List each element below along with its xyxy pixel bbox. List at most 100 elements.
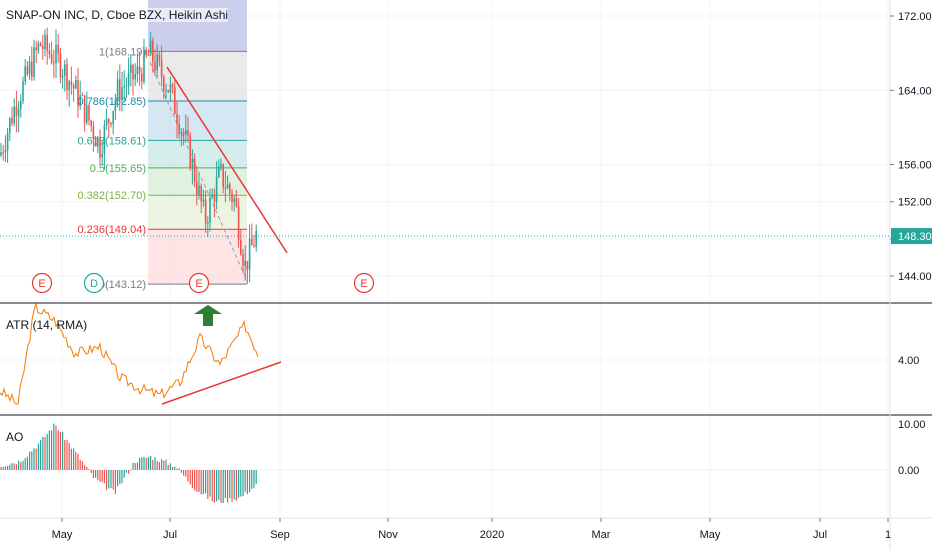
- candle-body: [15, 106, 18, 117]
- candle-body: [158, 54, 161, 61]
- ao-bar: [132, 462, 134, 470]
- ao-bar: [114, 470, 116, 495]
- candle-body: [209, 197, 211, 223]
- candle-body: [200, 185, 202, 202]
- fibonacci-retracement[interactable]: 1(168.19) 0.786(162.85) 0.618(158.61) 0.5(1…: [78, 0, 248, 291]
- candle-body: [222, 164, 224, 188]
- ao-bar: [213, 470, 215, 503]
- candle-body: [246, 261, 249, 270]
- candle-body: [33, 47, 35, 77]
- candle-body: [226, 184, 229, 189]
- fib-band: [148, 195, 247, 230]
- ao-bar: [70, 448, 72, 470]
- candle-body: [141, 73, 143, 82]
- candle-body: [31, 61, 33, 77]
- candle-body: [169, 84, 172, 92]
- candle-body: [90, 120, 92, 126]
- ao-bar: [218, 470, 220, 500]
- ao-bar: [77, 454, 79, 470]
- ao-bar: [11, 463, 13, 470]
- ao-bar: [194, 470, 196, 491]
- ao-bar: [169, 463, 171, 470]
- ao-bar: [88, 469, 90, 471]
- ao-bar: [163, 460, 165, 470]
- fib-level-label: 0.5(155.65): [90, 163, 146, 175]
- candle-body: [121, 86, 123, 101]
- candle-body: [48, 50, 51, 55]
- ao-bar: [211, 470, 213, 502]
- ao-bar: [33, 448, 35, 470]
- ao-bar: [22, 460, 24, 470]
- ao-bar: [253, 470, 255, 488]
- price-tick-label: 172.00: [898, 11, 932, 23]
- atr-label: ATR (14, RMA): [6, 318, 88, 332]
- candle-body: [112, 110, 114, 125]
- ao-bar: [242, 470, 244, 497]
- candle-body: [86, 105, 88, 123]
- candle-body: [28, 61, 31, 74]
- candle-body: [50, 54, 53, 63]
- candle-body: [134, 74, 136, 80]
- ao-bar: [53, 423, 55, 470]
- atr-tick-label: 4.00: [898, 355, 919, 367]
- ao-pane[interactable]: [0, 423, 257, 504]
- ao-bar: [97, 470, 99, 481]
- up-arrow-icon: [194, 305, 222, 326]
- ao-bar: [51, 430, 53, 470]
- candle-body: [231, 193, 233, 202]
- event-marker-icon: [353, 272, 375, 294]
- ao-bar: [55, 425, 57, 470]
- ao-bar: [4, 466, 6, 470]
- drawings[interactable]: [0, 66, 890, 326]
- candle-body: [64, 64, 66, 76]
- candle-body: [72, 84, 75, 89]
- candle-body: [187, 130, 189, 136]
- ao-bar: [31, 451, 33, 470]
- candle-body: [224, 187, 227, 189]
- price-candles[interactable]: [0, 27, 257, 284]
- candle-body: [44, 34, 46, 50]
- atr-trendline: [161, 361, 282, 405]
- ao-bar: [222, 470, 224, 504]
- ao-bar: [220, 470, 222, 504]
- ao-bar: [18, 460, 20, 470]
- fib-level-label: 0.618(158.61): [78, 135, 147, 147]
- ao-bar: [205, 470, 207, 494]
- candle-body: [174, 86, 176, 115]
- candle-body: [198, 185, 200, 195]
- candle-body: [125, 85, 128, 87]
- ao-bar: [110, 470, 112, 488]
- ao-bar: [108, 470, 110, 489]
- candle-body: [97, 137, 99, 147]
- time-tick-label: Jul: [163, 529, 177, 541]
- ao-bar: [136, 462, 138, 470]
- ao-bar: [40, 440, 42, 470]
- ao-bar: [106, 470, 108, 490]
- candle-body: [94, 138, 97, 147]
- event-marker-icon: [31, 272, 53, 294]
- candle-body: [189, 135, 191, 169]
- candle-body: [53, 62, 55, 64]
- price-tick-label: 144.00: [898, 271, 932, 283]
- ao-bar: [101, 470, 103, 482]
- ao-bar: [73, 448, 75, 470]
- ao-bar: [154, 457, 156, 470]
- candle-body: [108, 119, 110, 123]
- candle-body: [229, 184, 231, 194]
- ao-bar: [180, 470, 182, 473]
- ao-bar: [191, 470, 193, 488]
- candle-body: [132, 64, 134, 80]
- ao-bar: [128, 470, 130, 474]
- ao-bar: [9, 464, 11, 470]
- ao-bar: [62, 431, 64, 470]
- atr-pane[interactable]: [0, 301, 282, 405]
- ao-bar: [227, 470, 229, 503]
- ao-bar: [231, 470, 233, 502]
- price-tick-label: 164.00: [898, 85, 932, 97]
- candle-body: [116, 79, 119, 101]
- ao-bar: [84, 464, 86, 470]
